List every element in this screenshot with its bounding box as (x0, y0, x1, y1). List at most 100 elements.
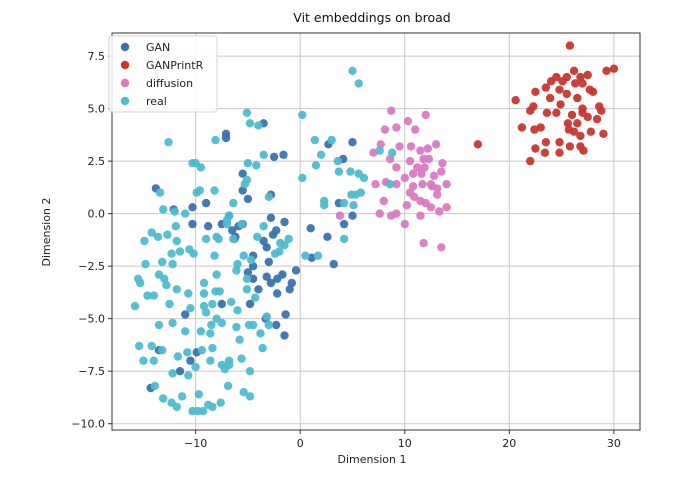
data-point (298, 110, 307, 120)
data-point (140, 236, 149, 246)
data-point (149, 291, 158, 300)
legend-label: real (146, 95, 167, 108)
data-point (517, 123, 527, 132)
data-point (177, 392, 187, 401)
data-point (556, 100, 565, 109)
data-point (380, 125, 390, 134)
data-point (172, 402, 181, 412)
series-diffusion (335, 106, 451, 252)
data-point (237, 219, 246, 229)
data-point (392, 209, 401, 218)
y-tick-label: 5.0 (88, 103, 106, 116)
data-point (273, 289, 282, 298)
data-point (172, 236, 181, 246)
data-point (208, 299, 217, 309)
data-point (339, 219, 349, 229)
data-point (280, 217, 289, 227)
data-point (153, 232, 163, 241)
data-point (279, 150, 288, 159)
data-point (227, 297, 236, 307)
data-point (170, 207, 179, 216)
data-point (531, 144, 540, 153)
data-point (359, 173, 369, 183)
data-point (186, 304, 195, 313)
data-point (206, 356, 215, 365)
data-point (253, 232, 262, 241)
data-point (191, 362, 200, 372)
data-point (301, 251, 310, 260)
data-point (327, 135, 336, 145)
data-point (334, 167, 344, 176)
data-point (576, 131, 585, 141)
data-point (181, 310, 190, 319)
data-point (542, 108, 552, 118)
data-point (242, 108, 252, 118)
legend-label: diffusion (146, 77, 193, 90)
data-point (228, 226, 237, 235)
x-tick-label: 10 (398, 437, 412, 450)
data-point (164, 138, 173, 147)
data-point (184, 289, 193, 298)
data-point (602, 66, 611, 76)
data-point (392, 123, 401, 132)
data-point (245, 299, 255, 309)
data-point (565, 142, 575, 151)
data-point (211, 135, 220, 145)
data-point (262, 272, 271, 281)
data-point (130, 301, 140, 311)
data-point (567, 110, 577, 120)
axes-frame (111, 32, 641, 431)
data-point (224, 211, 234, 220)
data-point (147, 228, 156, 237)
legend-label: GANPrintR (146, 59, 204, 72)
data-point (147, 341, 156, 351)
data-point (248, 274, 258, 283)
data-point (426, 203, 436, 212)
data-point (311, 161, 321, 170)
data-point (418, 180, 427, 189)
data-point (423, 144, 432, 153)
data-point (254, 285, 263, 294)
data-point (552, 108, 561, 118)
data-point (135, 341, 144, 351)
data-point (563, 119, 573, 128)
data-point (221, 133, 231, 143)
data-point (199, 278, 209, 288)
data-point (245, 367, 255, 376)
data-point (371, 180, 380, 189)
data-point (196, 163, 206, 172)
data-point (473, 140, 483, 149)
data-point (573, 119, 582, 128)
data-point (141, 259, 150, 269)
data-point (571, 79, 580, 88)
data-point (246, 255, 256, 265)
data-point (306, 224, 315, 233)
data-point (387, 106, 396, 115)
series-ganprintr (473, 41, 619, 166)
data-point (339, 234, 349, 244)
data-point (204, 222, 213, 231)
data-point (243, 268, 253, 277)
data-point (437, 243, 446, 252)
data-point (442, 180, 451, 189)
data-point (307, 253, 316, 262)
data-point (376, 140, 385, 149)
data-point (244, 320, 254, 330)
legend-label: GAN (146, 41, 170, 54)
data-point (385, 154, 395, 164)
data-point (162, 280, 171, 290)
x-tick-label: −10 (184, 437, 207, 450)
data-point (310, 135, 319, 145)
data-point (243, 194, 253, 204)
data-point (186, 356, 195, 365)
data-point (143, 291, 152, 300)
data-point (222, 219, 232, 229)
data-point (242, 274, 252, 283)
data-point (245, 119, 255, 128)
data-point (154, 320, 164, 330)
data-point (424, 154, 433, 164)
data-point (531, 87, 540, 97)
x-tick-label: 0 (297, 437, 304, 450)
data-point (545, 93, 555, 103)
data-point (583, 70, 592, 80)
